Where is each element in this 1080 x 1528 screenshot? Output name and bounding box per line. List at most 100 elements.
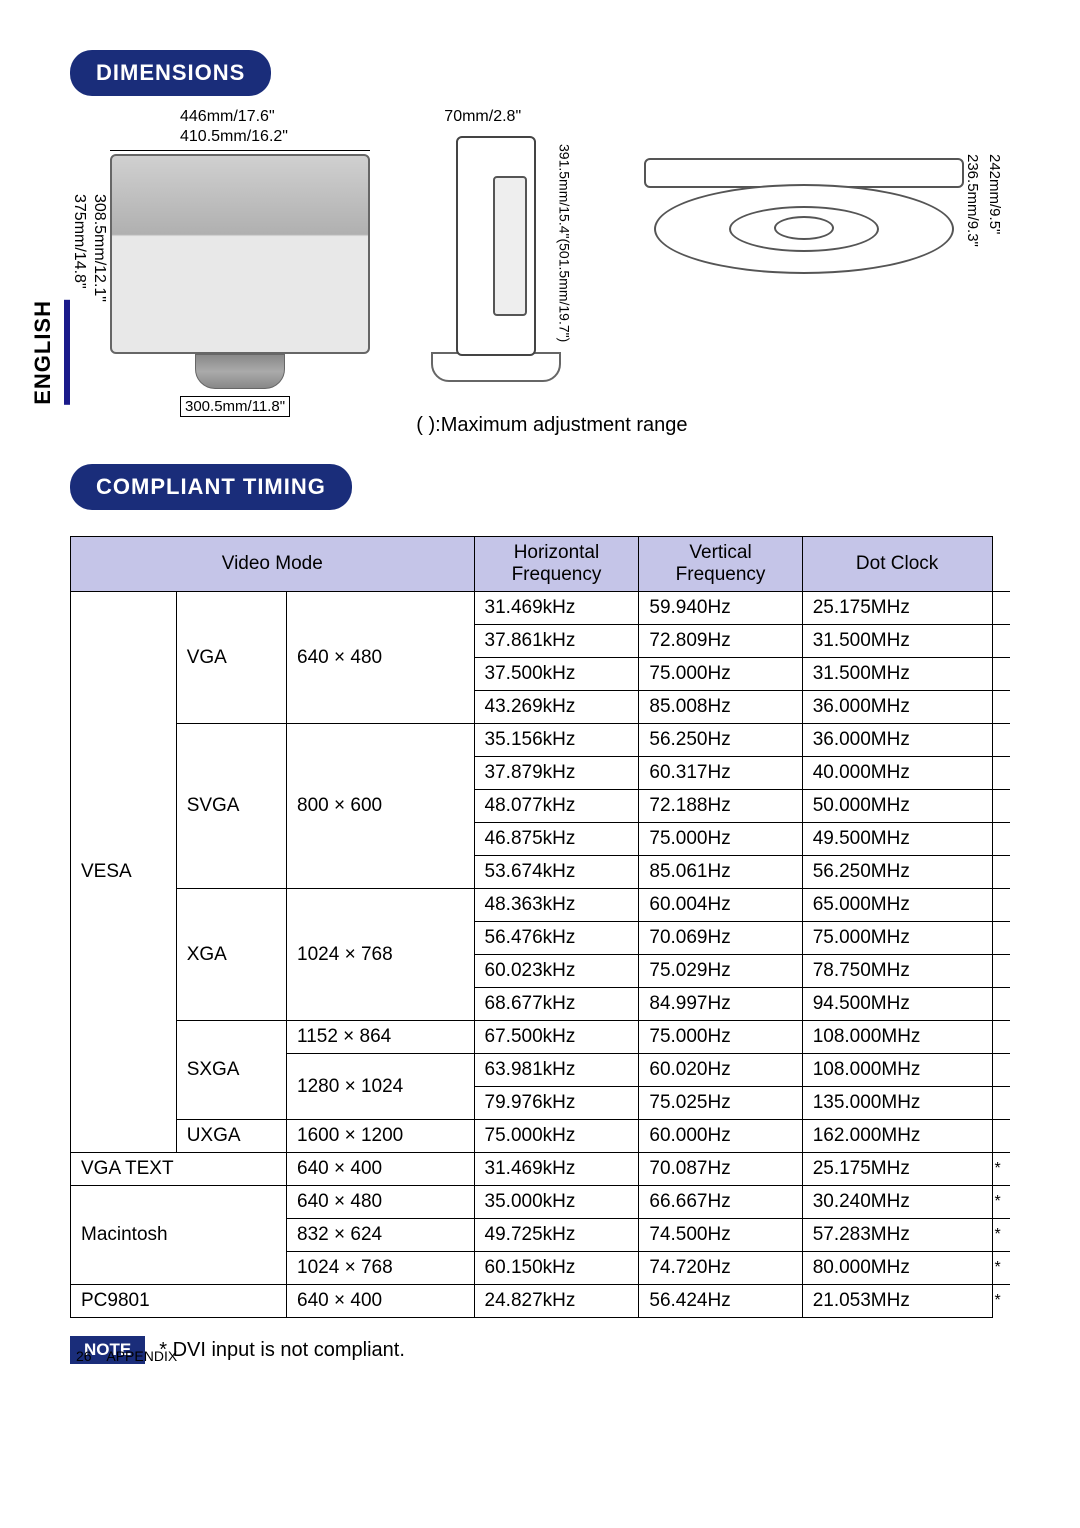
- table-cell: 108.000MHz: [802, 1054, 992, 1087]
- table-cell: 31.500MHz: [802, 658, 992, 691]
- note-row: NOTE * DVI input is not compliant.: [70, 1336, 1010, 1364]
- table-cell: 74.500Hz: [639, 1219, 802, 1252]
- table-cell: 36.000MHz: [802, 691, 992, 724]
- table-cell: 25.175MHz: [802, 592, 992, 625]
- table-cell: [992, 724, 1010, 757]
- table-cell: 108.000MHz: [802, 1021, 992, 1054]
- table-cell: 80.000MHz: [802, 1252, 992, 1285]
- timing-section: COMPLIANT TIMING Video Mode HorizontalFr…: [70, 464, 1010, 1364]
- table-cell: 640 × 480: [287, 592, 475, 724]
- table-cell: [992, 592, 1010, 625]
- table-cell: SVGA: [176, 724, 286, 889]
- table-cell: 85.008Hz: [639, 691, 802, 724]
- table-cell: VGA TEXT: [71, 1153, 287, 1186]
- table-cell: *: [992, 1153, 1010, 1186]
- table-cell: *: [992, 1285, 1010, 1318]
- table-cell: 70.087Hz: [639, 1153, 802, 1186]
- dim-front-top1: 446mm/17.6": [180, 108, 275, 126]
- table-cell: 31.469kHz: [474, 592, 639, 625]
- th-dotclock: Dot Clock: [802, 537, 992, 592]
- table-cell: [992, 625, 1010, 658]
- table-cell: 21.053MHz: [802, 1285, 992, 1318]
- table-cell: 46.875kHz: [474, 823, 639, 856]
- table-cell: PC9801: [71, 1285, 287, 1318]
- footer-section: APPENDIX: [106, 1348, 177, 1364]
- heading-dimensions: DIMENSIONS: [70, 50, 271, 96]
- table-cell: 640 × 400: [287, 1285, 475, 1318]
- table-cell: UXGA: [176, 1120, 286, 1153]
- table-cell: 56.476kHz: [474, 922, 639, 955]
- table-cell: [992, 658, 1010, 691]
- figure-front-view: 446mm/17.6" 410.5mm/16.2" 308.5mm/12.1" …: [70, 114, 396, 434]
- table-cell: 36.000MHz: [802, 724, 992, 757]
- dim-caption: ( ):Maximum adjustment range: [416, 414, 687, 437]
- table-cell: 66.667Hz: [639, 1186, 802, 1219]
- table-cell: *: [992, 1219, 1010, 1252]
- table-cell: 60.004Hz: [639, 889, 802, 922]
- table-cell: 48.077kHz: [474, 790, 639, 823]
- table-cell: 37.861kHz: [474, 625, 639, 658]
- dimensions-section: DIMENSIONS 446mm/17.6" 410.5mm/16.2" 308…: [70, 50, 1010, 434]
- monitor-side-icon: [456, 136, 536, 356]
- table-cell: [992, 757, 1010, 790]
- dim-side-right: 391.5mm/15.4"(501.5mm/19.7"): [556, 144, 572, 342]
- table-cell: 75.000MHz: [802, 922, 992, 955]
- table-cell: 640 × 400: [287, 1153, 475, 1186]
- table-cell: 162.000MHz: [802, 1120, 992, 1153]
- dim-front-left1: 308.5mm/12.1": [90, 194, 108, 302]
- table-cell: 30.240MHz: [802, 1186, 992, 1219]
- monitor-stand-icon: [195, 354, 285, 389]
- table-cell: 35.000kHz: [474, 1186, 639, 1219]
- table-cell: 48.363kHz: [474, 889, 639, 922]
- table-cell: [992, 955, 1010, 988]
- table-cell: 75.000Hz: [639, 1021, 802, 1054]
- table-cell: 50.000MHz: [802, 790, 992, 823]
- dim-front-top2: 410.5mm/16.2": [180, 128, 288, 146]
- table-cell: VGA: [176, 592, 286, 724]
- table-cell: 70.069Hz: [639, 922, 802, 955]
- table-cell: 24.827kHz: [474, 1285, 639, 1318]
- table-cell: [992, 691, 1010, 724]
- table-cell: [992, 823, 1010, 856]
- monitor-front-icon: [110, 154, 370, 354]
- note-text: * DVI input is not compliant.: [159, 1339, 405, 1362]
- table-cell: XGA: [176, 889, 286, 1021]
- footer-page: 26: [76, 1348, 92, 1364]
- table-cell: 94.500MHz: [802, 988, 992, 1021]
- timing-table: Video Mode HorizontalFrequency VerticalF…: [70, 536, 1010, 1318]
- table-cell: *: [992, 1252, 1010, 1285]
- table-cell: 1152 × 864: [287, 1021, 475, 1054]
- table-cell: 75.025Hz: [639, 1087, 802, 1120]
- table-cell: 75.000kHz: [474, 1120, 639, 1153]
- figure-side-view: 70mm/2.8" 391.5mm/15.4"(501.5mm/19.7") (…: [426, 114, 624, 434]
- table-cell: 35.156kHz: [474, 724, 639, 757]
- table-cell: VESA: [71, 592, 177, 1153]
- table-cell: 800 × 600: [287, 724, 475, 889]
- table-cell: *: [992, 1186, 1010, 1219]
- th-vert: VerticalFrequency: [639, 537, 802, 592]
- table-cell: 63.981kHz: [474, 1054, 639, 1087]
- table-cell: 1280 × 1024: [287, 1054, 475, 1120]
- th-horiz: HorizontalFrequency: [474, 537, 639, 592]
- table-cell: 60.317Hz: [639, 757, 802, 790]
- table-cell: 31.500MHz: [802, 625, 992, 658]
- table-cell: 65.000MHz: [802, 889, 992, 922]
- table-cell: [992, 856, 1010, 889]
- table-cell: 135.000MHz: [802, 1087, 992, 1120]
- table-cell: 57.283MHz: [802, 1219, 992, 1252]
- table-cell: 56.250Hz: [639, 724, 802, 757]
- table-cell: 43.269kHz: [474, 691, 639, 724]
- table-cell: 25.175MHz: [802, 1153, 992, 1186]
- heading-compliant-timing: COMPLIANT TIMING: [70, 464, 352, 510]
- table-cell: [992, 988, 1010, 1021]
- table-cell: 67.500kHz: [474, 1021, 639, 1054]
- table-cell: 49.500MHz: [802, 823, 992, 856]
- table-cell: 60.023kHz: [474, 955, 639, 988]
- table-cell: [992, 790, 1010, 823]
- table-cell: 60.000Hz: [639, 1120, 802, 1153]
- table-cell: 74.720Hz: [639, 1252, 802, 1285]
- table-cell: 1024 × 768: [287, 1252, 475, 1285]
- table-cell: 56.424Hz: [639, 1285, 802, 1318]
- dim-front-left2: 375mm/14.8": [70, 194, 88, 289]
- table-cell: 72.188Hz: [639, 790, 802, 823]
